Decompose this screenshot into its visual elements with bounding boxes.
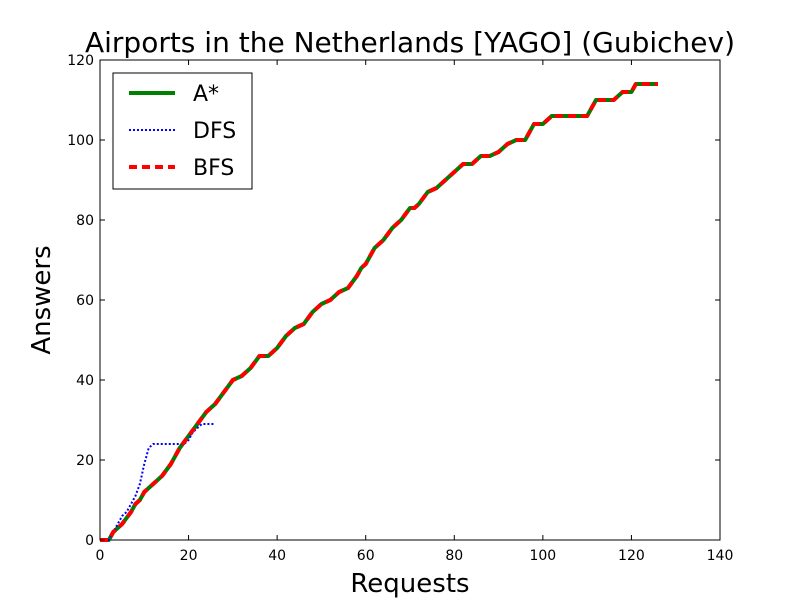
- x-tick-label: 0: [96, 548, 105, 564]
- x-tick-label: 40: [268, 548, 286, 564]
- series-layer: [100, 82, 658, 542]
- ticks-layer: 0 20 40 60 80 100 120 140 0 20 40 60 80 100 120: [67, 53, 733, 564]
- x-axis-title: Requests: [350, 569, 469, 599]
- x-tick-label: 60: [357, 548, 375, 564]
- x-tick-label: 120: [618, 548, 645, 564]
- legend-label-a: A*: [193, 82, 219, 107]
- series-line-dfs: [100, 423, 216, 541]
- y-tick-label: 20: [76, 453, 94, 469]
- x-tick-label: 100: [529, 548, 556, 564]
- y-tick-label: 120: [67, 53, 94, 69]
- y-tick-label: 0: [85, 533, 94, 549]
- plot-area: 0 20 40 60 80 100 120 140 0 20 40 60 80 100 120: [67, 53, 733, 564]
- legend-items: A* DFS BFS: [129, 82, 236, 181]
- y-tick-label: 40: [76, 373, 94, 389]
- x-tick-label: 80: [445, 548, 463, 564]
- legend-label-bfs: BFS: [193, 156, 234, 181]
- y-tick-label: 80: [76, 213, 94, 229]
- legend: A* DFS BFS: [112, 72, 253, 190]
- series-line-bfs: [100, 82, 658, 542]
- y-axis-title: Answers: [27, 245, 57, 354]
- legend-label-dfs: DFS: [193, 119, 236, 144]
- chart-title: Airports in the Netherlands [YAGO] (Gubi…: [85, 26, 735, 59]
- x-tick-label: 20: [180, 548, 198, 564]
- x-tick-label: 140: [707, 548, 734, 564]
- y-tick-label: 100: [67, 133, 94, 149]
- y-tick-label: 60: [76, 293, 94, 309]
